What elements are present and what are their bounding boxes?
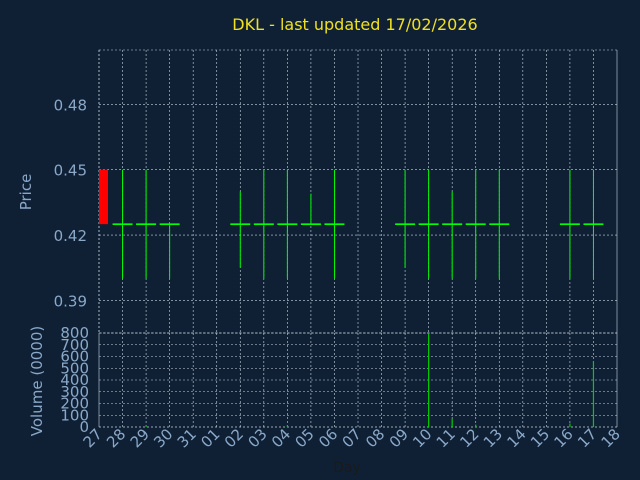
day-tick-label: 31 [174,425,200,451]
price-candle [112,169,133,279]
volume-tick-label: 600 [60,348,89,366]
price-candle [559,169,580,279]
day-tick-labels: 2728293031010203040506070809101112131415… [80,425,624,451]
volume-grid [98,332,618,428]
price-tick-label: 0.42 [54,227,87,245]
volume-tick-label: 300 [60,383,89,401]
price-candle [277,169,298,279]
day-tick-label: 15 [527,425,553,451]
day-tick-label: 01 [197,425,223,451]
day-tick-label: 12 [456,425,482,451]
price-tick-label: 0.39 [54,292,87,310]
day-tick-label: 16 [551,425,577,451]
chart-title: DKL - last updated 17/02/2026 [232,15,477,34]
day-tick-label: 28 [103,425,129,451]
price-candle [418,169,439,279]
day-tick-label: 10 [409,425,435,451]
volume-tick-label: 0 [79,418,89,436]
price-candle [159,223,180,279]
day-tick-label: 08 [362,425,388,451]
volume-tick-label: 700 [60,336,89,354]
price-candle [489,169,510,279]
day-tick-label: 11 [433,425,459,451]
day-tick-label: 05 [292,425,318,451]
price-candle [395,169,416,268]
price-candle [99,169,108,225]
x-axis-label: Day [333,460,361,476]
price-candle [300,193,321,225]
price-tick-label: 0.48 [54,96,87,114]
price-candle [442,191,463,279]
volume-tick-label: 200 [60,395,89,413]
volume-tick-label: 500 [60,359,89,377]
day-tick-label: 30 [150,425,176,451]
day-tick-label: 07 [339,425,365,451]
day-tick-label: 17 [574,425,600,451]
volume-axis-label: Volume (0000) [28,326,46,436]
day-tick-label: 02 [221,425,247,451]
day-tick-label: 29 [127,425,153,451]
price-tick-labels: 0.39 0.42 0.45 0.48 [54,96,87,310]
price-axis-label: Price [17,174,35,211]
price-grid [98,49,618,334]
price-candles [99,169,604,279]
price-candle [136,169,157,279]
volume-tick-label: 100 [60,406,89,424]
price-tick-label: 0.45 [54,162,87,180]
day-tick-label: 03 [244,425,270,451]
price-candle [324,169,345,279]
volume-tick-label: 400 [60,371,89,389]
day-tick-label: 09 [386,425,412,451]
price-candle [230,191,251,268]
price-candle [583,169,604,279]
day-tick-label: 06 [315,425,341,451]
day-tick-label: 13 [480,425,506,451]
day-tick-label: 14 [503,425,529,451]
candle-body [99,169,108,225]
volume-bars [145,333,595,427]
day-tick-label: 18 [598,425,624,451]
price-candle [253,169,274,279]
day-tick-label: 04 [268,425,294,451]
volume-tick-label: 800 [60,324,89,342]
price-candle [465,169,486,279]
